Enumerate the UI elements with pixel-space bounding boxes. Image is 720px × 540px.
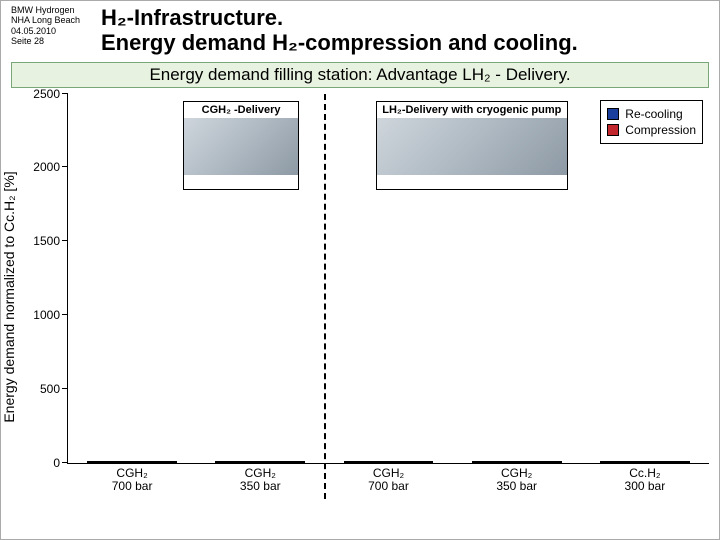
meta-org: BMW Hydrogen (11, 5, 101, 15)
legend-item: Compression (607, 123, 696, 137)
legend-swatch (607, 108, 619, 120)
delivery-card: CGH₂ -Delivery (183, 101, 298, 190)
legend-item: Re-cooling (607, 107, 696, 121)
y-tick (62, 93, 68, 94)
y-tick (62, 240, 68, 241)
x-category-label: CGH₂700 bar (68, 463, 196, 493)
delivery-card: LH₂-Delivery with cryogenic pump (376, 101, 568, 190)
y-tick-label: 1000 (33, 308, 60, 322)
title-block: H₂-Infrastructure. Energy demand H₂-comp… (101, 5, 709, 56)
y-tick (62, 166, 68, 167)
y-axis-label: Energy demand normalized to Cc.H₂ [%] (1, 171, 17, 422)
legend: Re-cooling Compression (600, 100, 703, 144)
legend-swatch (607, 124, 619, 136)
plot-area: Re-coolingCompression 050010001500200025… (67, 94, 709, 464)
x-category-label: Cc.H₂300 bar (581, 463, 709, 493)
delivery-card-image (184, 118, 297, 175)
y-tick-label: 500 (40, 382, 60, 396)
y-tick-label: 2500 (33, 87, 60, 101)
y-tick-label: 2000 (33, 160, 60, 174)
group-divider (324, 94, 326, 499)
delivery-card-caption: CGH₂ -Delivery (184, 102, 297, 118)
title-line-2: Energy demand H₂-compression and cooling… (101, 30, 709, 55)
slide-meta: BMW Hydrogen NHA Long Beach 04.05.2010 S… (11, 5, 101, 46)
legend-label: Compression (625, 123, 696, 137)
subtitle-band: Energy demand filling station: Advantage… (11, 62, 709, 88)
y-tick (62, 314, 68, 315)
slide: BMW Hydrogen NHA Long Beach 04.05.2010 S… (0, 0, 720, 540)
x-category-label: CGH₂350 bar (196, 463, 324, 493)
legend-label: Re-cooling (625, 107, 682, 121)
chart: Energy demand normalized to Cc.H₂ [%] Re… (11, 94, 709, 500)
y-tick-label: 0 (53, 456, 60, 470)
delivery-card-image (377, 118, 567, 175)
y-tick-label: 1500 (33, 234, 60, 248)
meta-date: 04.05.2010 (11, 26, 101, 36)
y-tick (62, 388, 68, 389)
header: BMW Hydrogen NHA Long Beach 04.05.2010 S… (1, 1, 719, 58)
title-line-1: H₂-Infrastructure. (101, 5, 709, 30)
x-category-label: CGH₂700 bar (324, 463, 452, 493)
delivery-card-caption: LH₂-Delivery with cryogenic pump (377, 102, 567, 118)
x-category-label: CGH₂350 bar (453, 463, 581, 493)
meta-event: NHA Long Beach (11, 15, 101, 25)
meta-page: Seite 28 (11, 36, 101, 46)
